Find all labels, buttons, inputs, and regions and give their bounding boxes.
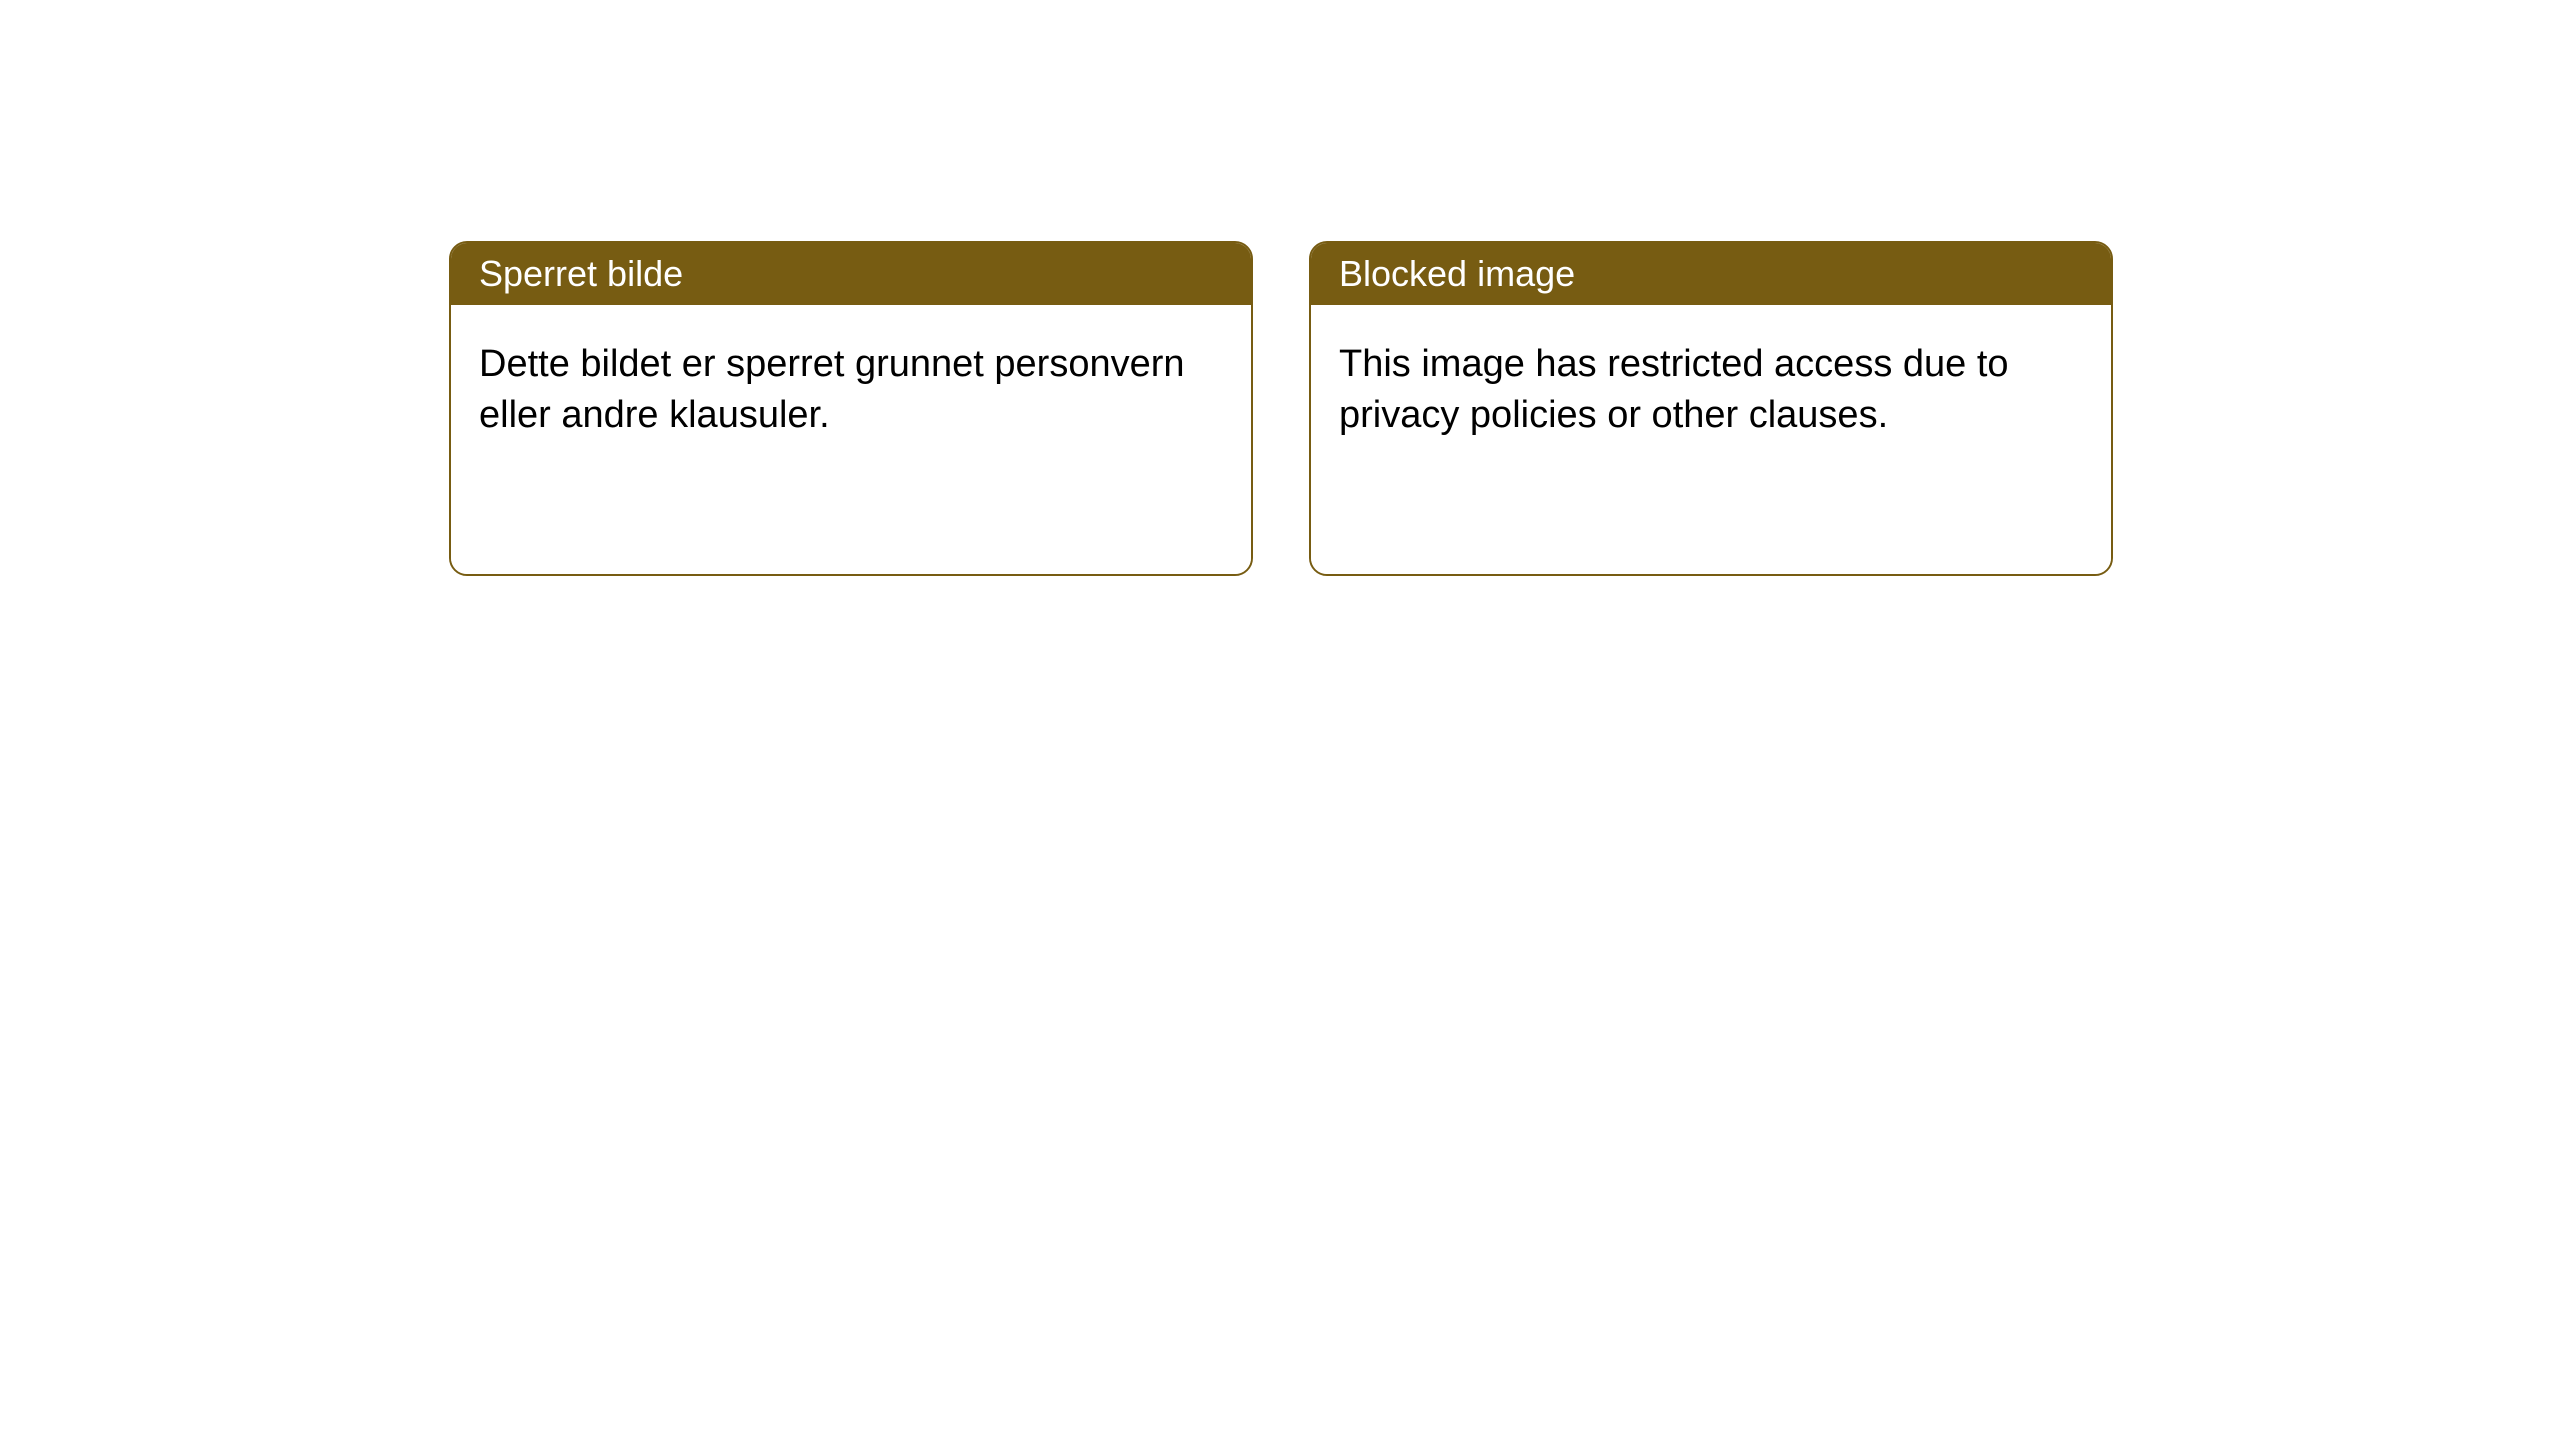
notice-container: Sperret bilde Dette bildet er sperret gr…: [0, 0, 2560, 576]
notice-card-header: Blocked image: [1311, 243, 2111, 305]
notice-card-body: Dette bildet er sperret grunnet personve…: [451, 305, 1251, 574]
notice-card-no: Sperret bilde Dette bildet er sperret gr…: [449, 241, 1253, 576]
notice-card-body-text: Dette bildet er sperret grunnet personve…: [479, 343, 1185, 436]
notice-card-title: Sperret bilde: [479, 253, 683, 294]
notice-card-header: Sperret bilde: [451, 243, 1251, 305]
notice-card-body-text: This image has restricted access due to …: [1339, 343, 2009, 436]
notice-card-body: This image has restricted access due to …: [1311, 305, 2111, 574]
notice-card-en: Blocked image This image has restricted …: [1309, 241, 2113, 576]
notice-card-title: Blocked image: [1339, 253, 1575, 294]
